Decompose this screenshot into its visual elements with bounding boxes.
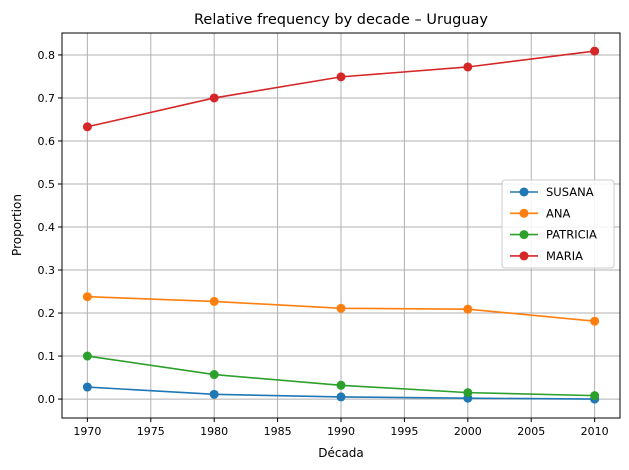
y-axis-label: Proportion <box>10 194 24 256</box>
y-tick-label: 0.6 <box>38 135 56 148</box>
legend-box <box>501 179 615 269</box>
legend: SUSANA ANA PATRICIA MARIA <box>501 179 615 269</box>
x-tick-label: 2000 <box>454 425 482 438</box>
legend-label-patricia: PATRICIA <box>546 228 597 242</box>
data-point-ana <box>82 292 92 302</box>
data-point-patricia <box>209 370 219 380</box>
y-tick-label: 0.7 <box>38 92 56 105</box>
data-point-susana <box>82 382 92 392</box>
chart-title: Relative frequency by decade – Uruguay <box>194 12 488 28</box>
legend-marker-patricia <box>519 230 529 240</box>
x-tick-label: 1980 <box>200 425 228 438</box>
data-point-maria <box>209 93 219 103</box>
legend-label-maria: MARIA <box>546 249 583 263</box>
plot-frame <box>61 32 621 419</box>
legend-marker-maria <box>519 251 529 261</box>
data-point-maria <box>336 72 346 82</box>
data-point-patricia <box>463 388 473 398</box>
legend-marker-ana <box>519 208 529 218</box>
data-point-patricia <box>590 391 600 401</box>
data-point-susana <box>209 389 219 399</box>
legend-label-susana: SUSANA <box>546 185 594 199</box>
x-axis-label: Década <box>318 446 364 460</box>
x-tick-label: 2005 <box>517 425 545 438</box>
x-tick-label: 1985 <box>264 425 292 438</box>
data-point-maria <box>82 122 92 132</box>
y-tick-label: 0.3 <box>38 264 56 277</box>
data-point-maria <box>590 46 600 56</box>
x-tick-label: 1970 <box>73 425 101 438</box>
data-point-ana <box>463 304 473 314</box>
data-point-maria <box>463 62 473 72</box>
data-point-patricia <box>82 351 92 361</box>
data-point-ana <box>209 296 219 306</box>
y-tick-label: 0.2 <box>38 307 56 320</box>
legend-marker-susana <box>519 187 529 197</box>
x-tick-label: 2010 <box>581 425 609 438</box>
y-tick-label: 0.0 <box>38 393 56 406</box>
x-tick-label: 1990 <box>327 425 355 438</box>
y-tick-label: 0.4 <box>38 221 56 234</box>
data-point-patricia <box>336 380 346 390</box>
y-tick-label: 0.1 <box>38 350 56 363</box>
legend-label-ana: ANA <box>546 206 570 220</box>
data-point-ana <box>590 316 600 326</box>
x-tick-label: 1975 <box>137 425 165 438</box>
data-point-susana <box>336 392 346 402</box>
data-point-ana <box>336 303 346 313</box>
y-tick-label: 0.8 <box>38 49 56 62</box>
x-tick-label: 1995 <box>390 425 418 438</box>
y-tick-label: 0.5 <box>38 178 56 191</box>
